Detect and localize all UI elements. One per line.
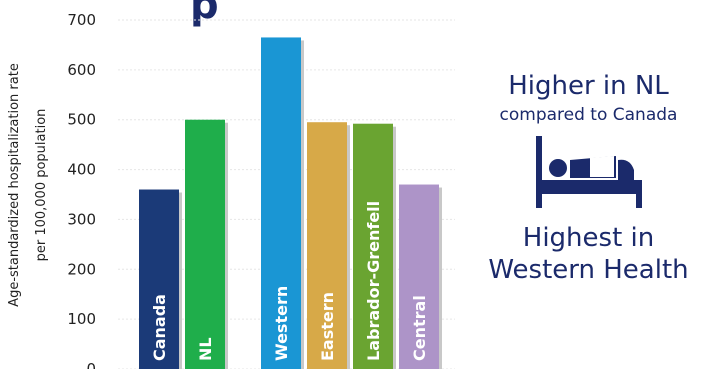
bars-layer [139, 37, 442, 369]
bar-label-central: Central [410, 295, 429, 361]
y-axis-title-line-1: Age-standardized hospitalization rate [7, 63, 22, 307]
y-tick-label: 300 [67, 210, 96, 228]
y-tick-label: 100 [67, 310, 96, 328]
bar-label-eastern: Eastern [318, 292, 337, 361]
bar-eastern [307, 122, 347, 369]
compared-to-canada-text: compared to Canada [499, 105, 678, 125]
y-axis-ticks: 0 100 200 300 400 500 600 700 [67, 11, 96, 369]
chart-title-fragment: p [190, 0, 219, 28]
summary-panel: Higher in NL compared to Canada Highest … [460, 70, 717, 286]
y-tick-label: 400 [67, 161, 96, 179]
bar-canada [139, 189, 179, 369]
bar-label-western: Western [272, 286, 291, 361]
hospital-bed-icon [535, 136, 642, 208]
highest-in-text: Highest in [522, 223, 655, 253]
y-tick-label: 700 [67, 11, 96, 29]
bar-label-labrador-grenfell: Labrador-Grenfell [364, 201, 383, 361]
bar-chart: 0 100 200 300 400 500 600 700 Canada NL Western Ea… [7, 11, 455, 369]
bar-central [399, 184, 439, 369]
higher-in-nl-text: Higher in NL [508, 71, 669, 101]
bar-label-nl: NL [196, 337, 215, 361]
y-tick-label: 0 [86, 360, 96, 369]
western-health-text: Western Health [488, 255, 689, 285]
bar-label-canada: Canada [150, 294, 169, 361]
bar-nl [185, 119, 225, 369]
bar-labels-layer: Canada NL Western Eastern Labrador-Grenfell C… [150, 201, 429, 361]
y-tick-label: 500 [67, 111, 96, 129]
y-tick-label: 200 [67, 260, 96, 278]
bar-western [261, 37, 301, 369]
bar-labrador-grenfell [353, 123, 393, 369]
y-axis-title-line-2: per 100,000 population [34, 109, 49, 262]
y-tick-label: 600 [67, 61, 96, 79]
